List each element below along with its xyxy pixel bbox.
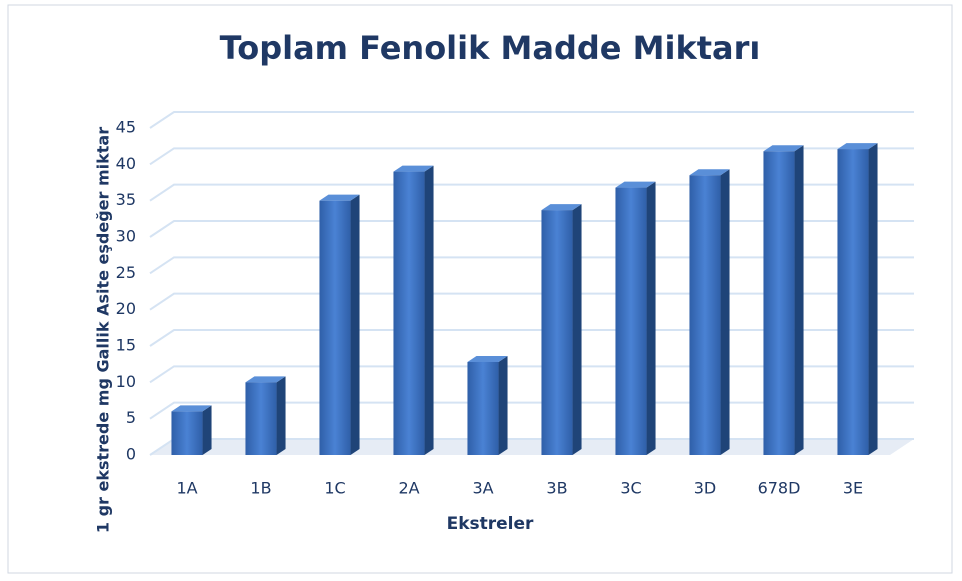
y-tick-label: 30 (116, 227, 136, 246)
x-tick-label: 678D (758, 479, 801, 498)
x-tick-label: 1B (250, 479, 271, 498)
x-tick-label: 3B (546, 479, 567, 498)
bar (467, 361, 499, 455)
bar-top (615, 181, 656, 188)
x-tick-label: 3A (472, 479, 493, 498)
bar-top (837, 143, 878, 150)
bar-side (720, 169, 730, 455)
x-tick-label: 1A (176, 479, 197, 498)
bar (689, 175, 721, 455)
bar-top (245, 376, 286, 383)
y-axis-label: 1 gr ekstrede mg Gallik Asite eşdeğer mi… (94, 127, 113, 533)
bar (763, 151, 795, 455)
grid-line (149, 147, 914, 166)
grid-line (149, 401, 914, 420)
chart-title: Toplam Fenolik Madde Miktarı (220, 29, 761, 67)
bar-top (393, 165, 434, 172)
bar-side (424, 165, 434, 455)
bar-top (319, 194, 360, 201)
bar (171, 411, 203, 455)
grid-line (149, 256, 914, 275)
bar-side (498, 355, 508, 455)
bar-top (763, 145, 804, 152)
bar-side (572, 204, 582, 455)
y-tick-label: 15 (116, 336, 136, 355)
y-tick-label: 25 (116, 263, 136, 282)
y-tick-label: 20 (116, 299, 136, 318)
y-tick-label: 0 (126, 445, 136, 464)
grid-line (149, 292, 914, 311)
y-tick-label: 40 (116, 154, 136, 173)
bar (393, 171, 425, 455)
bar-side (202, 405, 212, 455)
x-tick-label: 1C (324, 479, 345, 498)
grid-line (149, 329, 914, 347)
bar-side (276, 376, 286, 455)
grid-line (149, 111, 914, 129)
grid-line (149, 183, 914, 202)
bar (319, 200, 351, 455)
x-tick-label: 3E (843, 479, 863, 498)
y-tick-label: 5 (126, 408, 136, 427)
y-tick-label: 35 (116, 190, 136, 209)
y-tick-label: 10 (116, 372, 136, 391)
y-tick-label: 45 (116, 118, 136, 137)
bar-side (646, 181, 656, 455)
bar (541, 210, 573, 455)
bar (245, 382, 277, 455)
bar (837, 149, 869, 455)
x-axis-label: Ekstreler (447, 514, 534, 534)
bar-side (350, 194, 360, 455)
bar-top (689, 169, 730, 176)
grid-line (149, 220, 914, 238)
bar-side (868, 143, 878, 455)
grid-line (149, 365, 914, 384)
bar (615, 187, 647, 455)
bar-top (171, 405, 212, 412)
bar-top (541, 204, 582, 211)
x-tick-label: 2A (398, 479, 419, 498)
bar-top (467, 355, 508, 362)
x-tick-label: 3C (620, 479, 641, 498)
bar-side (794, 145, 804, 455)
x-tick-label: 3D (694, 479, 717, 498)
